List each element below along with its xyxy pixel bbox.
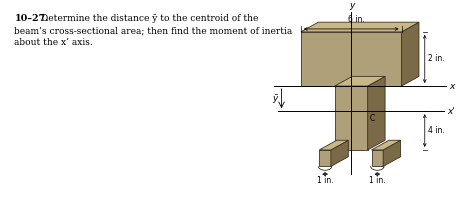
Polygon shape: [331, 140, 348, 166]
Text: beam’s cross-sectional area; then find the moment of inertia: beam’s cross-sectional area; then find t…: [14, 26, 292, 35]
Text: x': x': [447, 107, 455, 116]
Polygon shape: [368, 76, 385, 150]
Text: 1 in.: 1 in.: [369, 176, 386, 185]
Text: 4 in.: 4 in.: [428, 126, 445, 135]
Polygon shape: [301, 22, 419, 32]
Text: y: y: [349, 1, 355, 10]
Polygon shape: [383, 140, 401, 166]
Bar: [335, 86, 368, 150]
Polygon shape: [319, 140, 348, 150]
Text: 1 in.: 1 in.: [317, 176, 333, 185]
Text: ȳ: ȳ: [272, 94, 277, 103]
Polygon shape: [335, 76, 385, 86]
Polygon shape: [372, 140, 401, 150]
Bar: [301, 32, 401, 86]
Bar: [319, 150, 331, 166]
Text: Determine the distance ȳ to the centroid of the: Determine the distance ȳ to the centroid…: [41, 14, 258, 24]
Text: C: C: [370, 114, 375, 123]
Polygon shape: [401, 22, 419, 86]
Text: 2 in.: 2 in.: [428, 54, 444, 63]
Bar: [372, 150, 383, 166]
Text: x: x: [449, 82, 455, 90]
Text: 10–27.: 10–27.: [14, 14, 49, 24]
Text: about the x’ axis.: about the x’ axis.: [14, 38, 93, 47]
Text: 6 in.: 6 in.: [347, 15, 365, 24]
